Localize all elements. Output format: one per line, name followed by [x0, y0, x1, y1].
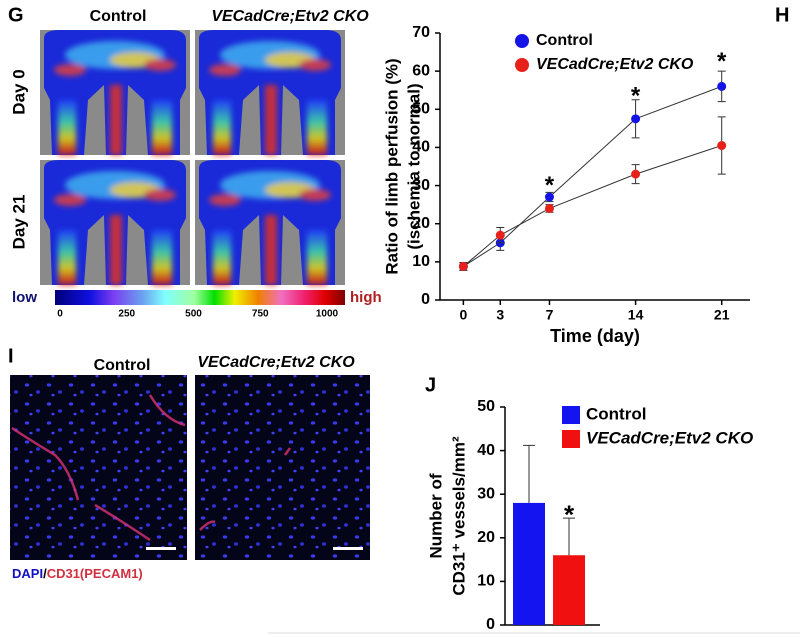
point [717, 141, 727, 151]
point [544, 192, 554, 202]
colorbar-high: high [350, 289, 382, 306]
y-tick-label: 70 [412, 24, 430, 41]
panel-letter: G [8, 4, 24, 26]
micrograph [195, 375, 370, 560]
legend-marker [515, 34, 529, 48]
significance-mark: * [545, 172, 555, 199]
perfusion-image [40, 160, 190, 285]
significance-mark: * [564, 500, 575, 530]
line [463, 145, 722, 267]
stain-dapi: DAPI [12, 566, 43, 581]
significance-mark: * [631, 82, 641, 109]
colorbar-tick-label: 500 [185, 309, 202, 320]
legend-label: VECadCre;Etv2 CKO [586, 428, 753, 447]
y-axis-title: (ischemia to normal) [404, 83, 423, 249]
legend-marker [562, 430, 580, 448]
stain-cd31: CD31(PECAM1) [47, 566, 143, 581]
stain-caption: DAPI/CD31(PECAM1) [12, 566, 143, 581]
point [631, 169, 641, 179]
column-label: VECadCre;Etv2 CKO [211, 8, 369, 25]
x-tick-label: 21 [714, 307, 730, 323]
colorbar-low: low [12, 289, 37, 306]
point [495, 230, 505, 240]
colorbar-tick-label: 1000 [316, 309, 339, 320]
perfusion-image [195, 160, 345, 285]
legend-marker [562, 406, 580, 424]
x-tick-label: 3 [496, 307, 504, 323]
column-label: Control [94, 357, 151, 374]
perfusion-image [40, 30, 190, 155]
colorbar [55, 290, 345, 305]
y-tick-label: 40 [412, 139, 430, 156]
y-tick-label: 30 [412, 177, 430, 194]
vessels [11, 394, 292, 542]
y-tick-label: 50 [477, 398, 495, 415]
bar [553, 555, 585, 625]
y-tick-label: 50 [412, 101, 430, 118]
perfusion-image [195, 30, 345, 155]
y-tick-label: 0 [421, 291, 430, 308]
y-axis-title: Number of [426, 473, 445, 558]
y-tick-label: 10 [412, 253, 430, 270]
colorbar-tick-label: 0 [57, 309, 63, 320]
legend-label: VECadCre;Etv2 CKO [536, 56, 694, 73]
scale-bar [146, 547, 176, 550]
x-tick-label: 14 [628, 307, 644, 323]
stain-separator: / [43, 566, 47, 581]
colorbar-tick-label: 250 [118, 309, 135, 320]
significance-mark: * [717, 48, 727, 75]
legend-marker [515, 58, 529, 72]
column-label: Control [90, 8, 147, 25]
panel-letter: H [775, 4, 789, 26]
point [631, 114, 641, 124]
micrograph [10, 375, 187, 560]
point [458, 261, 468, 271]
y-axis-title: CD31⁺ vessels/mm² [449, 436, 468, 596]
legend-label: Control [536, 32, 593, 49]
scale-bar [333, 547, 363, 550]
y-tick-label: 60 [412, 62, 430, 79]
y-tick-label: 40 [477, 442, 495, 459]
error-bar [523, 444, 535, 503]
y-tick-label: 20 [477, 529, 495, 546]
y-tick-label: 20 [412, 215, 430, 232]
error-bar [563, 517, 575, 556]
column-label: VECadCre;Etv2 CKO [197, 354, 355, 371]
point [717, 81, 727, 91]
x-axis-title: Time (day) [550, 326, 640, 346]
y-tick-label: 30 [477, 485, 495, 502]
row-label: Day 21 [9, 195, 28, 250]
y-tick-label: 0 [486, 616, 495, 633]
bar [513, 502, 545, 625]
panel-letter: I [8, 345, 14, 367]
colorbar-tick-label: 750 [252, 309, 269, 320]
y-tick-label: 10 [477, 573, 495, 590]
panel-letter: J [425, 374, 436, 396]
y-axis-title: Ratio of limb perfusion (%) [382, 58, 401, 274]
legend-label: Control [586, 404, 646, 423]
x-tick-label: 7 [546, 307, 554, 323]
x-tick-label: 0 [459, 307, 467, 323]
row-label: Day 0 [9, 69, 28, 114]
point [544, 203, 554, 213]
